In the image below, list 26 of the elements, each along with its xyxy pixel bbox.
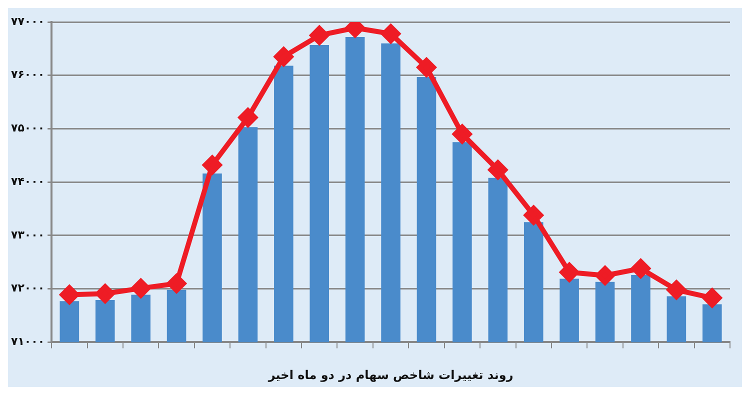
point bbox=[452, 124, 472, 144]
point bbox=[488, 160, 508, 180]
point bbox=[381, 24, 400, 44]
point bbox=[702, 288, 722, 308]
y-tick-label: ۷۴۰۰۰ bbox=[10, 174, 45, 188]
y-tick-label: ۷۷۰۰۰ bbox=[10, 14, 45, 28]
point bbox=[596, 266, 615, 285]
point bbox=[631, 259, 650, 278]
point bbox=[274, 47, 294, 66]
point bbox=[560, 262, 579, 282]
point bbox=[202, 156, 222, 175]
point bbox=[310, 26, 329, 45]
point bbox=[524, 206, 544, 225]
point bbox=[416, 58, 436, 77]
point bbox=[666, 280, 686, 300]
y-tick-label: ۷۲۰۰۰ bbox=[10, 282, 45, 295]
y-tick-label: ۷۱۰۰۰ bbox=[10, 335, 45, 348]
point bbox=[60, 285, 79, 304]
x-axis-title: روند تغییرات شاخص سهام در دو ماه اخیر bbox=[267, 368, 514, 382]
y-tick-label: ۷۵۰۰۰ bbox=[10, 122, 45, 135]
point bbox=[131, 278, 150, 298]
point bbox=[167, 274, 186, 293]
point bbox=[96, 284, 115, 304]
point bbox=[238, 108, 258, 128]
y-tick-label: ۷۳۰۰۰ bbox=[10, 228, 45, 242]
y-tick-label: ۷۶۰۰۰ bbox=[10, 68, 45, 82]
